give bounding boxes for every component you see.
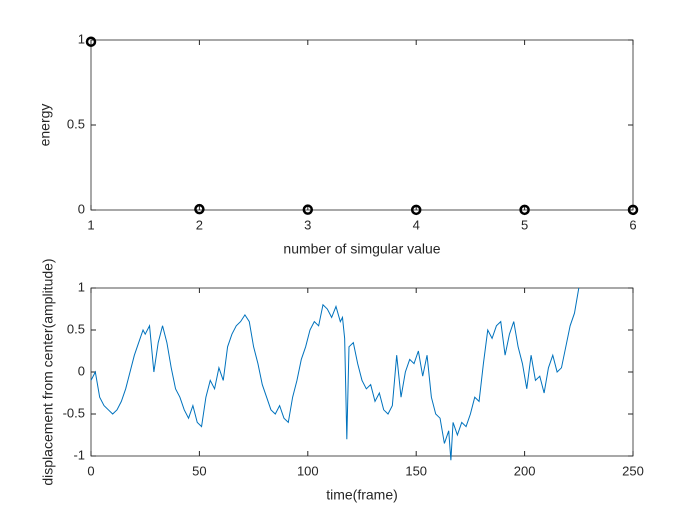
x-tick-label: 0 [87,463,94,478]
x-tick-label: 150 [405,463,427,478]
point [302,204,314,215]
y-tick-label: 0 [78,363,85,378]
y-tick-label: -1 [73,447,85,462]
y-tick-label: 0.5 [67,116,85,131]
y-axis-label: displacement from center(amplitude) [40,258,56,485]
x-tick-label: 6 [629,217,636,232]
x-tick-label: 50 [192,463,206,478]
point [194,203,205,215]
y-axis-label: energy [37,104,53,147]
point [627,204,639,216]
y-tick-label: 0 [78,201,85,216]
point [519,204,530,216]
x-tick-label: 2 [196,217,203,232]
x-tick-label: 250 [622,463,644,478]
x-tick-label: 1 [87,217,94,232]
x-tick-label: 3 [304,217,311,232]
y-tick-label: 1 [78,31,85,46]
x-tick-label: 100 [297,463,319,478]
point [410,204,422,216]
x-axis-label: time(frame) [326,487,398,503]
point [85,36,97,47]
y-tick-label: 0.5 [67,321,85,336]
x-axis-label: number of simgular value [283,241,440,257]
y-tick-label: -0.5 [63,405,85,420]
x-tick-label: 5 [521,217,528,232]
line [90,287,580,461]
x-tick-label: 200 [514,463,536,478]
plot-area [90,39,634,211]
y-tick-label: 1 [78,279,85,294]
plot-area [90,287,634,457]
x-tick-label: 4 [413,217,420,232]
